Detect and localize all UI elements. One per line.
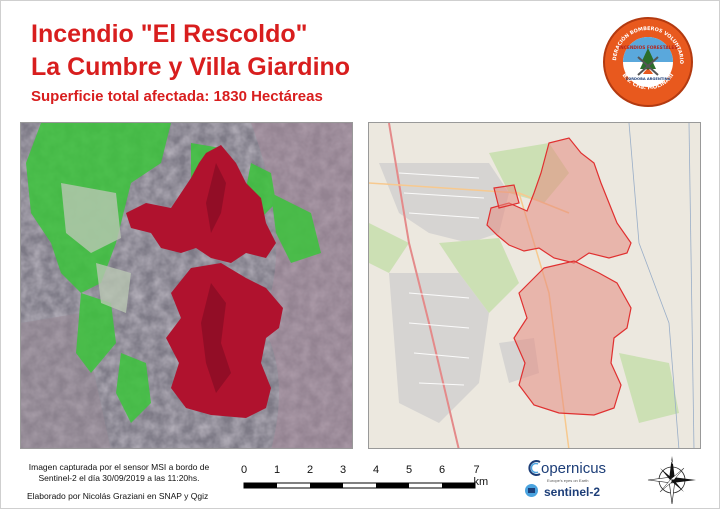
vegetation-layer [26,123,321,423]
burn-perimeter-basemap [486,137,632,416]
north-label: N [670,460,674,466]
scale-label-4: 4 [372,464,380,476]
map-title: Incendio "El Rescoldo" [31,20,308,48]
basemap-map [368,122,701,449]
scale-label-3: 3 [339,464,347,476]
image-caption: Imagen capturada por el sensor MSI a bor… [28,462,210,483]
scale-label-0: 0 [240,464,248,476]
map-subtitle: La Cumbre y Villa Giardino [31,53,351,81]
scale-label-5: 5 [405,464,413,476]
copernicus-logo: opernicus [541,460,607,477]
copernicus-c-icon [528,460,541,476]
scale-label-6: 6 [438,464,446,476]
burn-scar-satellite [126,145,283,418]
satellite-map [20,122,353,449]
copernicus-tagline: Europe's eyes on Earth [547,478,589,483]
author-credit: Elaborado por Nicolás Graziani en SNAP y… [27,491,209,501]
scale-label-7: 7 km [473,464,489,488]
scale-bar-graphic [243,482,476,489]
roads [388,123,460,448]
urban-area [379,163,539,423]
burned-area-text: Superficie total afectada: 1830 Hectárea… [31,88,323,105]
sentinel-satellite-icon [525,484,538,497]
sentinel-2-logo: sentinel-2 [544,485,601,499]
firefighters-logo: FEDERACIÓN BOMBEROS VOLUNTARIOS B.V. Cri… [603,17,693,107]
logo-bottom-text: CORDOBA ARGENTINA [626,77,671,81]
scale-label-1: 1 [273,464,281,476]
scale-bar: 0 1 2 3 4 5 6 7 km [239,464,499,494]
scale-label-2: 2 [306,464,314,476]
north-arrow-icon: N [647,456,696,504]
